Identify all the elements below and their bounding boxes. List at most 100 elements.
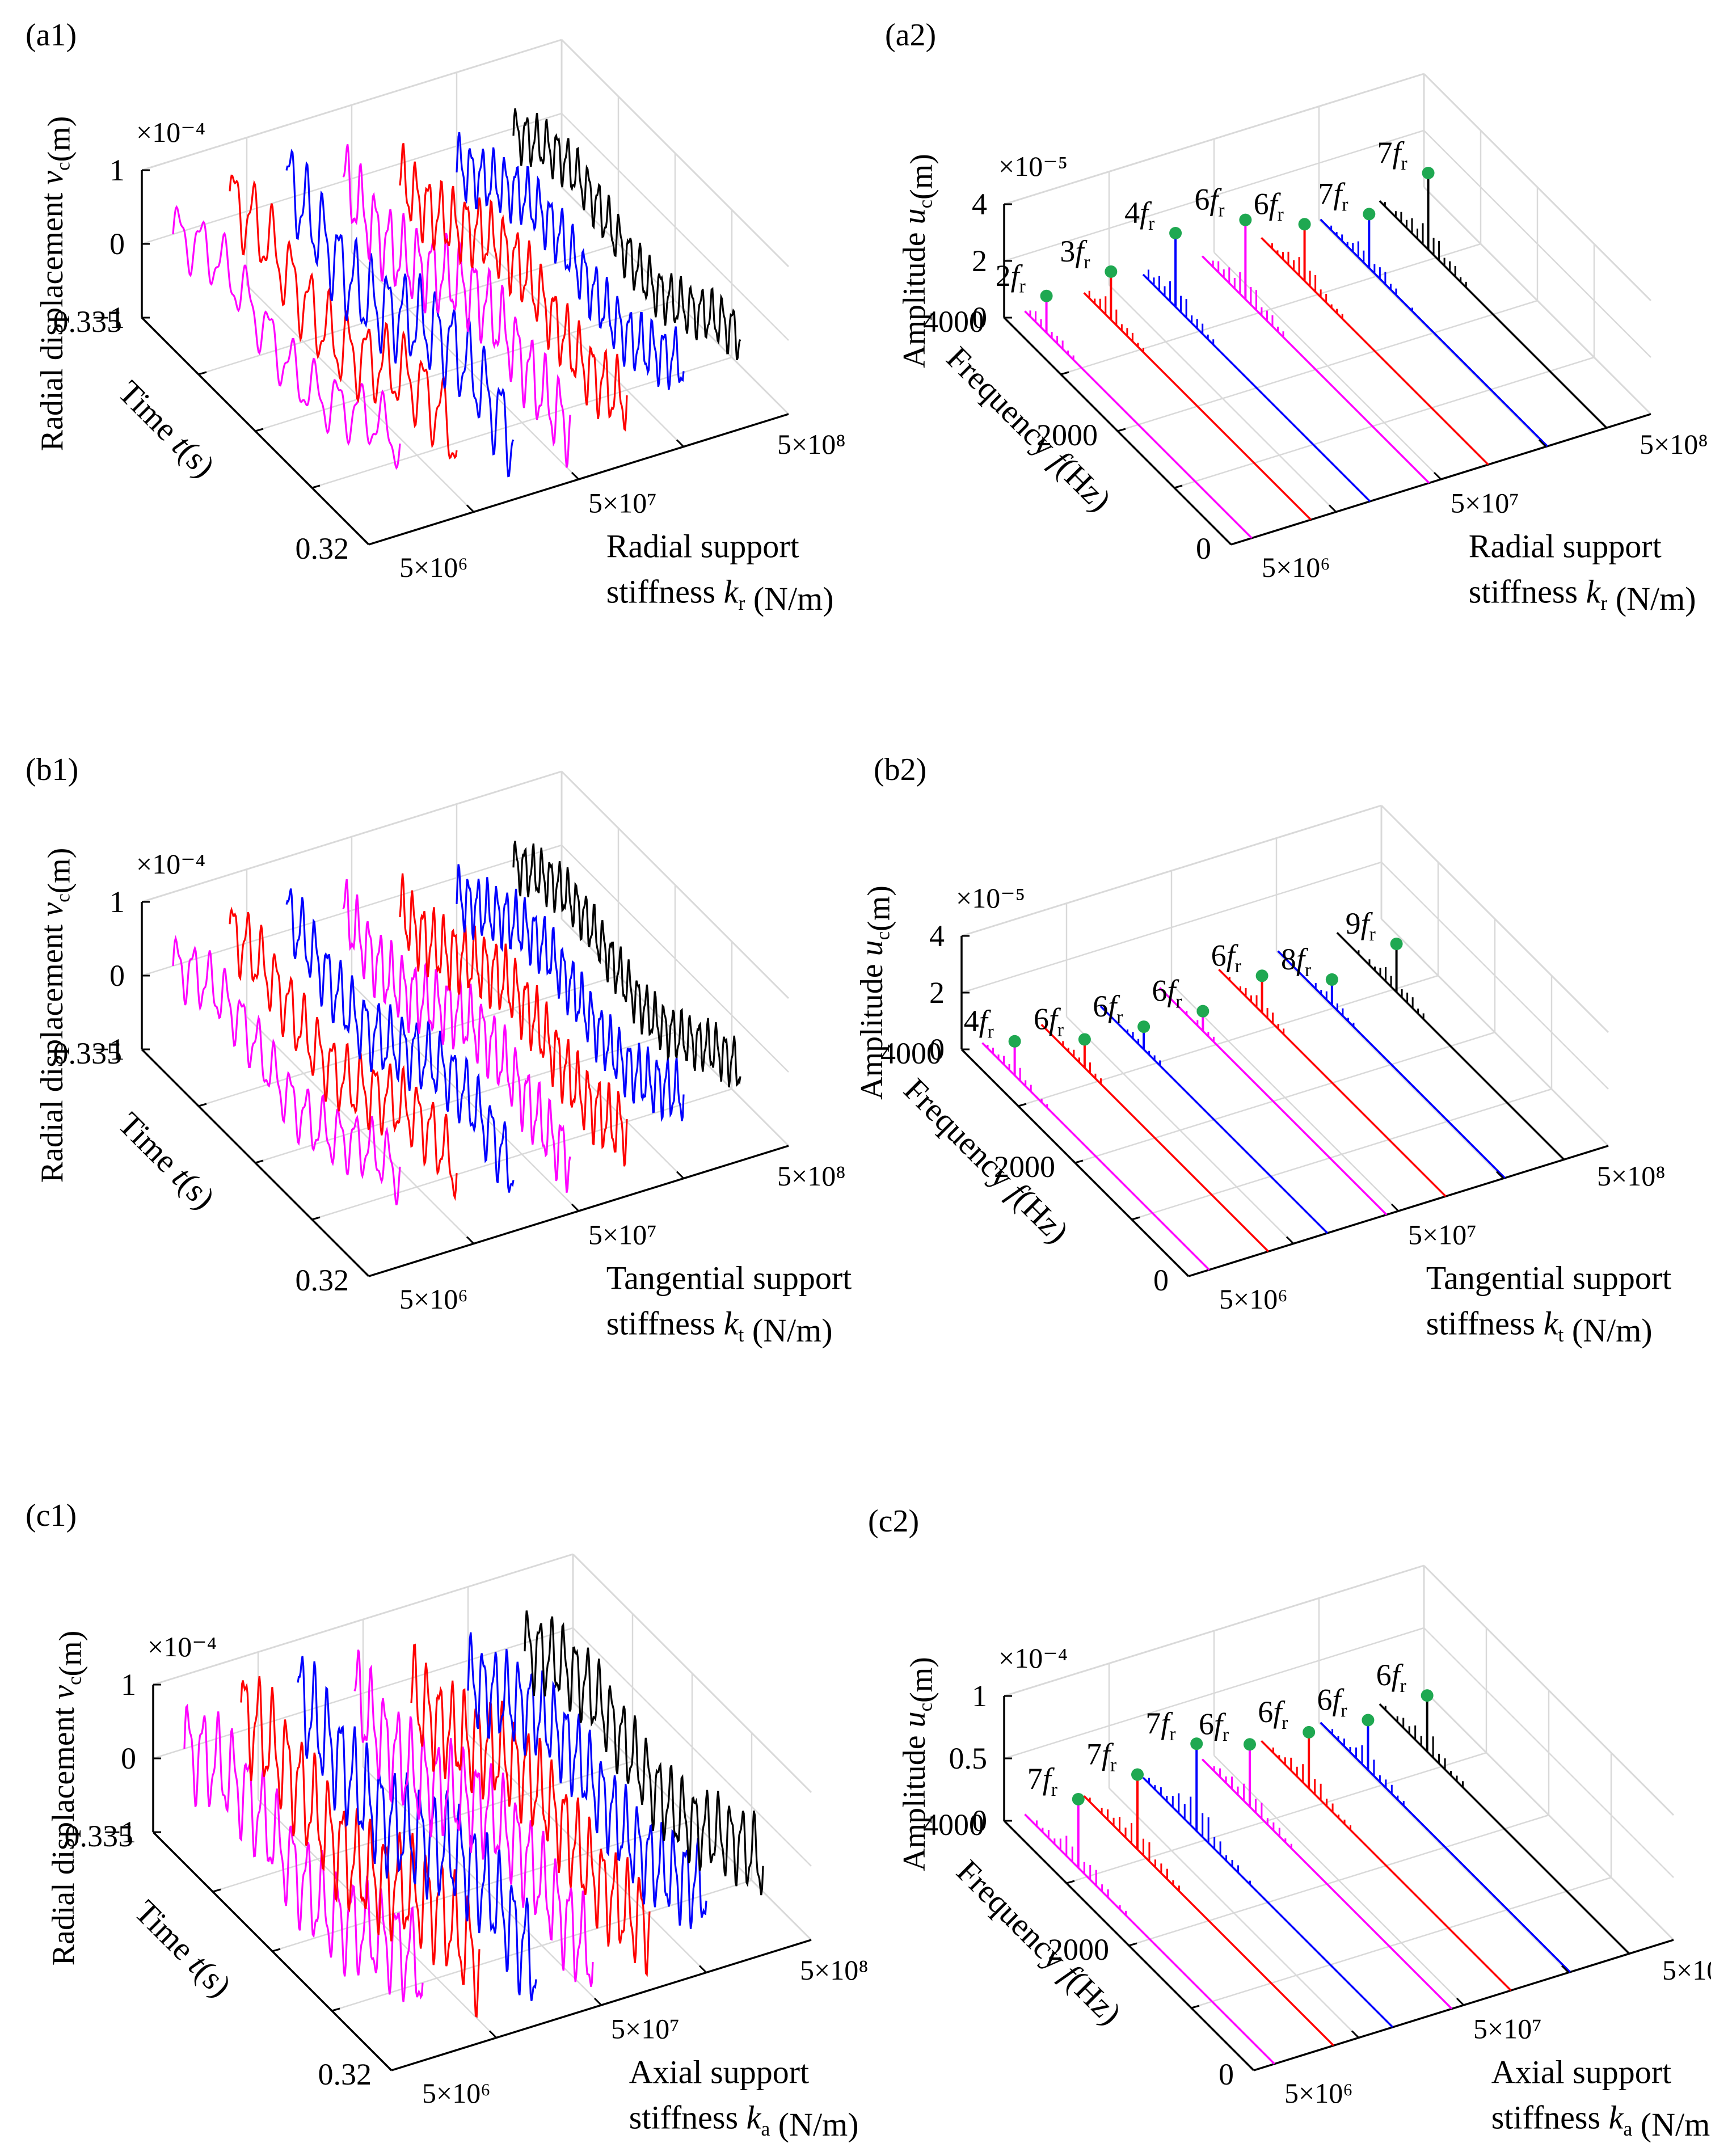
time-series-line	[456, 132, 685, 390]
panel-c2: (c2) 7fr 7fr 7fr 6fr 6fr 6fr 6fr 1 0.5 0 ×10⁻⁴ Ampli…	[868, 1504, 1711, 2143]
depth-tick-label: 4000	[923, 305, 984, 339]
time-series-line	[410, 1643, 651, 1977]
peak-marker	[1390, 938, 1403, 951]
grid-line	[1004, 1627, 1425, 1760]
peak-marker	[1190, 1737, 1203, 1750]
panel-label: (b1)	[26, 752, 78, 787]
depth-tick	[331, 2007, 340, 2012]
peak-label: 6fr	[1034, 1002, 1064, 1040]
grid-line	[1128, 1814, 1549, 1947]
axis-exponent: ×10⁻⁵	[956, 882, 1025, 914]
grid-line	[961, 861, 1382, 994]
stiffness-tick	[1433, 471, 1442, 480]
depth-tick-label: 0.335	[53, 305, 123, 339]
peak-label: 4fr	[1124, 196, 1154, 234]
z-axis-label: Amplitude uc(m)	[897, 154, 939, 368]
time-series-line	[342, 144, 571, 468]
peak-marker	[1169, 227, 1182, 240]
depth-tick	[255, 428, 264, 432]
stiffness-tick-label: 5×10⁶	[1284, 2077, 1353, 2109]
stiffness-tick-label: 5×10⁷	[1451, 487, 1519, 519]
stiffness-tick	[1328, 504, 1337, 513]
grid-line	[1381, 862, 1609, 1090]
time-series-line	[183, 1703, 424, 2002]
grid-line	[572, 1627, 812, 1867]
depth-tick-label: 2000	[1036, 418, 1098, 452]
depth-tick-label: 0.32	[296, 531, 349, 566]
spectrum-baseline	[1261, 1740, 1512, 1992]
z-axis-label: Radial displacement vc(m)	[35, 848, 77, 1183]
stiffness-axis-label: stiffness ka (N/m)	[1491, 2099, 1711, 2143]
depth-tick	[1128, 1942, 1137, 1947]
time-series-line	[512, 841, 741, 1088]
panel-label: (a1)	[26, 18, 77, 53]
stiffness-tick	[698, 1965, 707, 1973]
stiffness-tick	[466, 504, 475, 513]
stiffness-tick-label: 5×10⁶	[1262, 551, 1330, 583]
peak-label: 9fr	[1346, 906, 1376, 945]
peak-label: 6fr	[1317, 1682, 1347, 1721]
peak-marker	[1072, 1792, 1085, 1805]
z-tick-label: 2	[929, 976, 945, 1010]
stiffness-tick-label: 5×10⁶	[1219, 1283, 1288, 1315]
depth-tick-label: 0.32	[296, 1263, 349, 1297]
stiffness-axis-label: Axial support	[1491, 2053, 1671, 2090]
peak-marker	[1362, 1714, 1375, 1727]
stiffness-axis-label: stiffness kr (N/m)	[606, 573, 834, 617]
grid-line	[141, 844, 562, 977]
z-tick-label: 4	[929, 919, 945, 953]
depth-tick	[255, 1159, 264, 1164]
stiffness-tick	[466, 1236, 475, 1244]
depth-tick	[1074, 1159, 1084, 1164]
depth-tick-label: 4000	[880, 1036, 942, 1070]
panel-label: (c1)	[26, 1498, 77, 1533]
peak-label: 7fr	[1145, 1706, 1175, 1745]
z-tick-label: 1	[972, 1679, 987, 1713]
spectrum-baseline	[1379, 1703, 1630, 1955]
time-series-line	[297, 1656, 537, 2001]
time-series-line	[353, 1649, 594, 1987]
time-series-line	[229, 174, 458, 460]
z-axis-label: Radial displacement vc(m)	[46, 1631, 88, 1966]
stiffness-tick	[1286, 1236, 1295, 1244]
axis-exponent: ×10⁻⁴	[998, 1642, 1068, 1674]
grid-line	[153, 1627, 574, 1760]
depth-tick	[198, 1103, 207, 1107]
grid-line	[255, 1031, 676, 1164]
peak-label: 2fr	[996, 259, 1026, 297]
stiffness-tick-label: 5×10⁸	[800, 1954, 869, 1986]
stiffness-axis-label: stiffness kt (N/m)	[606, 1305, 833, 1349]
time-series-line	[524, 1610, 764, 1896]
depth-tick	[1018, 1103, 1027, 1107]
peak-label: 6fr	[1152, 974, 1182, 1012]
time-series-line	[172, 935, 401, 1205]
grid-line	[1423, 1627, 1674, 1878]
z-tick-label: 2	[972, 244, 987, 278]
peak-label: 8fr	[1281, 942, 1311, 981]
stiffness-tick	[571, 1203, 580, 1212]
grid-line	[198, 243, 619, 375]
time-series-line	[285, 149, 515, 478]
depth-tick-label: 4000	[923, 1808, 984, 1842]
panel-label: (a2)	[885, 18, 936, 53]
depth-tick-label: 0.335	[65, 1819, 134, 1853]
panel-label: (b2)	[874, 752, 926, 787]
stiffness-tick-label: 5×10⁷	[611, 2013, 680, 2045]
z-tick-label: 0	[929, 1032, 945, 1066]
axis-exponent: ×10⁻⁴	[136, 848, 205, 880]
stiffness-tick	[676, 439, 685, 448]
peak-marker	[1078, 1033, 1091, 1046]
time-series-line	[229, 906, 458, 1201]
stiffness-axis-label: stiffness ka (N/m)	[629, 2099, 859, 2143]
grid-line	[141, 112, 562, 245]
time-series-line	[399, 143, 628, 432]
peak-marker	[1325, 973, 1338, 986]
stiffness-tick	[1538, 439, 1547, 448]
stiffness-axis-label: Tangential support	[606, 1259, 852, 1296]
stiffness-tick	[1351, 2030, 1360, 2039]
stiffness-axis-label: stiffness kt (N/m)	[1426, 1305, 1653, 1349]
time-series-line	[172, 205, 401, 470]
stiffness-tick-label: 5×10⁷	[588, 1219, 657, 1251]
z-axis-label: Amplitude uc(m)	[897, 1657, 939, 1871]
